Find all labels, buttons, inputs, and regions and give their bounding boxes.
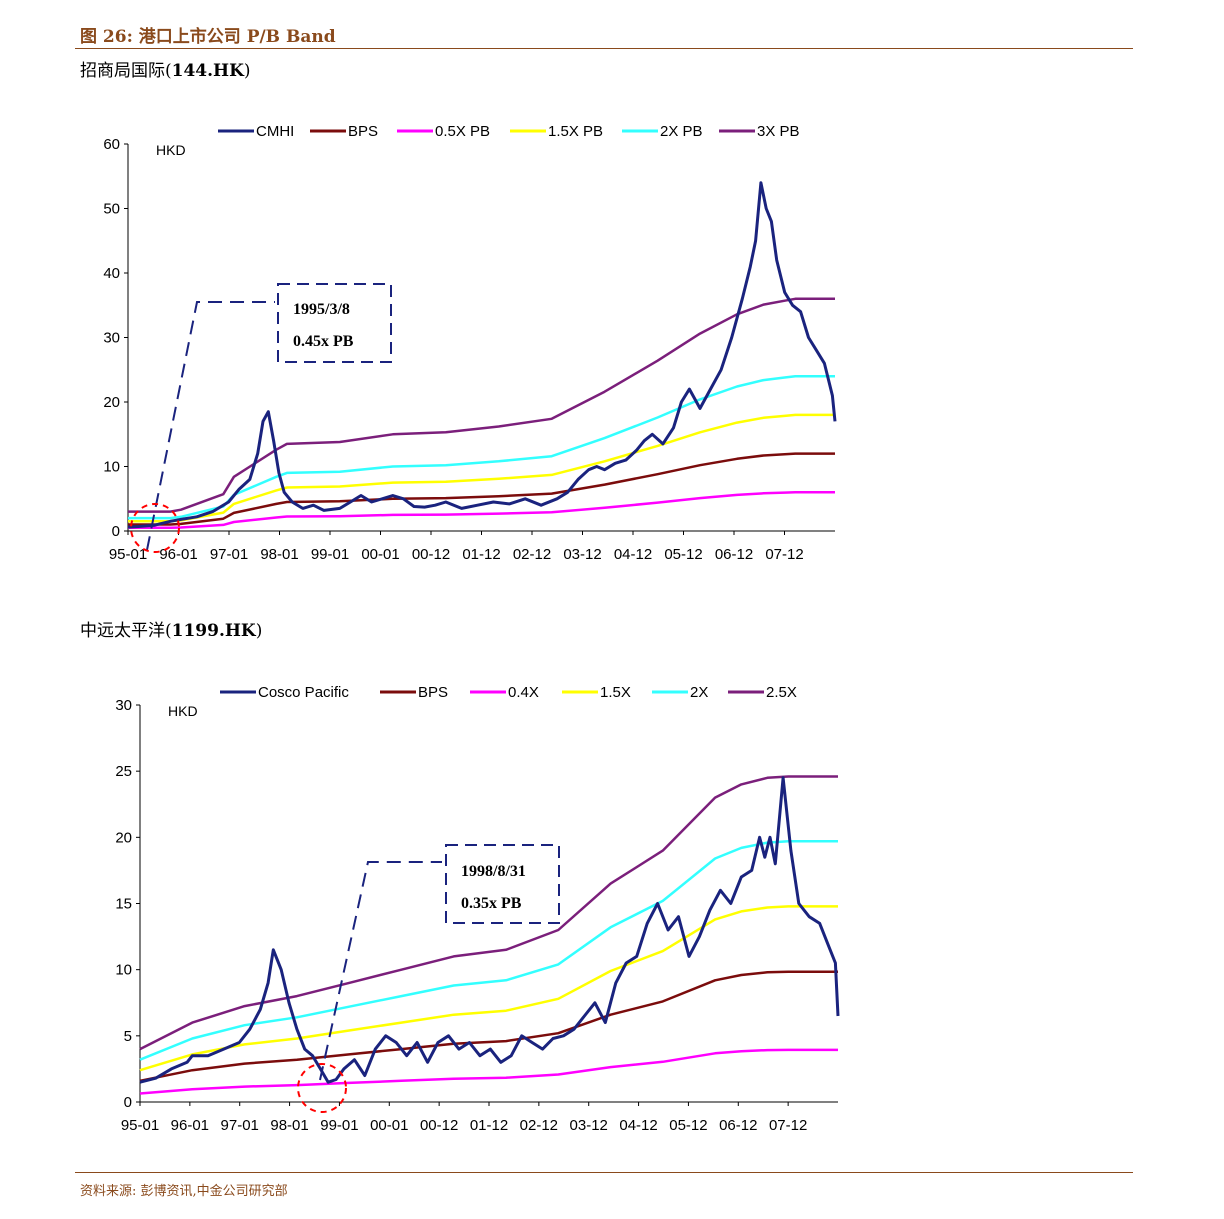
x-tick-label: 02-12 — [513, 546, 551, 563]
legend-label: 0.4X — [508, 684, 539, 701]
annotation-ratio: 0.45x PB — [293, 333, 354, 350]
chart2-name: 中远太平洋 — [80, 621, 165, 641]
title-rule — [75, 48, 1133, 49]
y-tick-label: 20 — [115, 829, 132, 846]
chart2-paren-close: ) — [255, 621, 263, 641]
series-line-0-5x-pb — [128, 491, 835, 530]
y-tick-label: 10 — [103, 459, 120, 476]
annotation-leader-line — [146, 301, 275, 551]
x-tick-label: 00-01 — [370, 1117, 408, 1134]
x-tick-label: 96-01 — [159, 546, 197, 563]
x-tick-label: 99-01 — [320, 1117, 358, 1134]
x-tick-label: 97-01 — [221, 1117, 259, 1134]
annotation-leader-line — [319, 861, 442, 1081]
footer-rule — [75, 1172, 1133, 1173]
legend-label: 2X — [690, 684, 708, 701]
y-tick-label: 0 — [124, 1094, 132, 1111]
x-tick-label: 00-12 — [420, 1117, 458, 1134]
x-tick-label: 07-12 — [765, 546, 803, 563]
series-line-0-4x — [139, 1048, 838, 1095]
annotation-box — [445, 844, 560, 924]
series-line-2x — [139, 840, 838, 1061]
chart2-code: 1199.HK — [171, 621, 256, 641]
series-line-bps — [128, 452, 835, 526]
x-tick-label: 05-12 — [664, 546, 702, 563]
x-tick-label: 07-12 — [769, 1117, 807, 1134]
legend-label: 0.5X PB — [435, 123, 490, 140]
x-tick-label: 00-01 — [361, 546, 399, 563]
series-line-cmhi — [127, 181, 837, 529]
y-tick-label: 30 — [103, 330, 120, 347]
chart1-heading: 招商局国际(144.HK) — [80, 56, 251, 81]
x-tick-label: 05-12 — [669, 1117, 707, 1134]
x-tick-label: 95-01 — [121, 1117, 159, 1134]
x-tick-label: 97-01 — [210, 546, 248, 563]
series-line-2-5x — [139, 775, 838, 1051]
legend-label: 2X PB — [660, 123, 703, 140]
series-line-bps — [139, 970, 838, 1083]
source-note: 资料来源: 彭博资讯,中金公司研究部 — [80, 1184, 288, 1199]
series-line-3x-pb — [128, 297, 835, 513]
chart1-name: 招商局国际 — [80, 61, 165, 81]
chart1-paren-close: ) — [243, 61, 251, 81]
y-tick-label: 50 — [103, 201, 120, 218]
y-tick-label: 0 — [112, 523, 120, 540]
figure-title: 图 26: 港口上市公司 P/B Band — [80, 27, 336, 47]
series-line-cosco-pacific — [139, 776, 840, 1084]
x-tick-label: 06-12 — [715, 546, 753, 563]
y-tick-label: 15 — [115, 896, 132, 913]
x-tick-label: 02-12 — [520, 1117, 558, 1134]
series-line-1-5x — [139, 905, 838, 1072]
y-unit-label: HKD — [156, 142, 186, 158]
annotation-date: 1995/3/8 — [293, 301, 350, 318]
chart2-paren-open: ( — [165, 621, 172, 641]
legend-label: 3X PB — [757, 123, 800, 140]
chart1-paren-open: ( — [165, 61, 172, 81]
chart-1: 0 10 20 30 40 50 60 HKD 95-01 96-01 97-01 98-01 99-0… — [103, 123, 837, 563]
chart1-code: 144.HK — [171, 61, 244, 81]
x-tick-label: 03-12 — [563, 546, 601, 563]
x-tick-label: 04-12 — [614, 546, 652, 563]
y-tick-label: 25 — [115, 763, 132, 780]
annotation-ratio: 0.35x PB — [461, 895, 522, 912]
y-tick-label: 10 — [115, 962, 132, 979]
legend-label: Cosco Pacific — [258, 684, 349, 701]
x-tick-label: 01-12 — [470, 1117, 508, 1134]
legend-label: 2.5X — [766, 684, 797, 701]
annotation-circle — [130, 503, 180, 553]
x-tick-label: 98-01 — [260, 546, 298, 563]
legend-label: CMHI — [256, 123, 294, 140]
y-tick-label: 30 — [115, 697, 132, 714]
legend-label: 1.5X — [600, 684, 631, 701]
y-tick-label: 5 — [124, 1028, 132, 1045]
x-tick-label: 04-12 — [619, 1117, 657, 1134]
x-tick-label: 99-01 — [311, 546, 349, 563]
x-tick-label: 06-12 — [719, 1117, 757, 1134]
annotation-date: 1998/8/31 — [461, 863, 526, 880]
y-tick-label: 60 — [103, 136, 120, 153]
x-tick-label: 03-12 — [570, 1117, 608, 1134]
series-line-1-5x-pb — [128, 413, 835, 523]
annotation-box — [277, 283, 392, 363]
y-unit-label: HKD — [168, 703, 198, 719]
legend-label: 1.5X PB — [548, 123, 603, 140]
x-tick-label: 00-12 — [412, 546, 450, 563]
y-tick-label: 20 — [103, 394, 120, 411]
chart2-heading: 中远太平洋(1199.HK) — [80, 616, 262, 641]
y-tick-label: 40 — [103, 265, 120, 282]
legend-label: BPS — [348, 123, 378, 140]
legend-label: BPS — [418, 684, 448, 701]
x-tick-label: 96-01 — [171, 1117, 209, 1134]
x-tick-label: 95-01 — [109, 546, 147, 563]
x-tick-label: 98-01 — [270, 1117, 308, 1134]
x-tick-label: 01-12 — [462, 546, 500, 563]
annotation-circle — [297, 1063, 347, 1113]
